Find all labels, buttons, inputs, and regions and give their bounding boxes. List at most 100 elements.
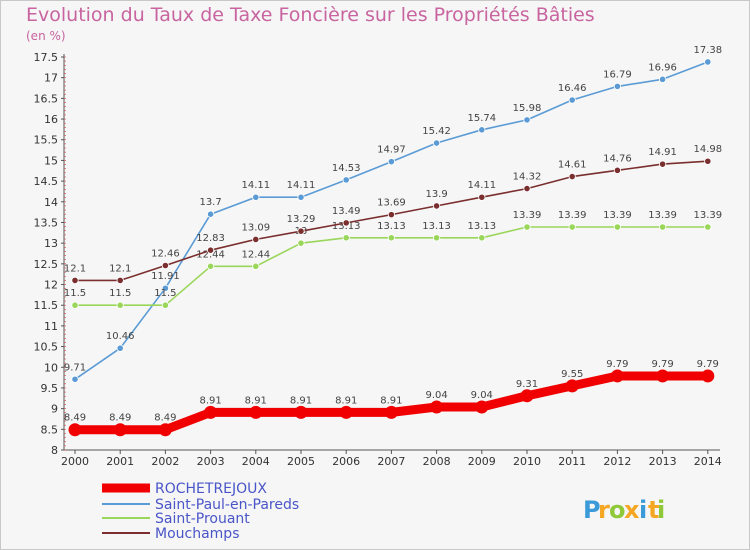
data-point	[207, 210, 215, 218]
data-label: 14.53	[332, 163, 361, 174]
data-label: 11.5	[109, 288, 131, 299]
data-point	[658, 160, 667, 168]
data-point	[252, 262, 260, 270]
data-point	[71, 375, 79, 383]
data-point	[704, 223, 712, 231]
y-tick-label: 11	[44, 320, 58, 333]
x-tick-label: 2005	[287, 455, 315, 468]
data-point	[116, 301, 124, 309]
data-label: 14.97	[377, 145, 406, 156]
data-point	[339, 405, 353, 419]
logo-letter: t	[648, 496, 659, 524]
data-point	[207, 262, 215, 270]
data-point	[249, 405, 263, 419]
data-label: 14.32	[513, 172, 542, 183]
y-tick-label: 14	[44, 196, 58, 209]
data-point	[701, 369, 715, 383]
data-label: 13.39	[693, 210, 722, 221]
y-tick-label: 15	[44, 154, 58, 167]
data-label: 13.13	[377, 221, 406, 232]
logo-letter: x	[624, 496, 640, 524]
unit-label: (en %)	[26, 29, 66, 43]
data-label: 14.11	[467, 180, 496, 191]
data-point	[610, 369, 624, 383]
data-point	[297, 193, 305, 201]
y-tick-label: 15.5	[34, 134, 59, 147]
data-label: 10.46	[106, 331, 135, 342]
data-label: 14.11	[241, 180, 270, 191]
x-tick-label: 2014	[694, 455, 722, 468]
data-label: 16.79	[603, 69, 632, 80]
chart-title: Evolution du Taux de Taxe Foncière sur l…	[26, 4, 595, 26]
legend-label: Mouchamps	[155, 526, 240, 542]
data-point	[478, 234, 486, 242]
data-label: 17.38	[693, 45, 722, 56]
data-label: 13.29	[287, 214, 316, 225]
x-tick-label: 2013	[649, 455, 677, 468]
data-point	[384, 405, 398, 419]
data-label: 14.61	[558, 160, 587, 171]
y-tick-label: 12.5	[34, 258, 59, 271]
data-label: 14.91	[648, 147, 677, 158]
legend-label: Saint-Prouant	[155, 511, 250, 527]
data-label: 9.79	[651, 359, 673, 370]
data-label: 11.5	[154, 288, 176, 299]
data-label: 14.76	[603, 153, 632, 164]
data-point	[613, 166, 622, 174]
data-point	[432, 234, 441, 242]
data-label: 12.46	[151, 248, 180, 259]
data-point	[704, 157, 712, 165]
data-label: 13.39	[603, 210, 632, 221]
data-label: 16.46	[558, 83, 587, 94]
data-point	[568, 172, 576, 181]
legend-label: Saint-Paul-en-Pareds	[155, 497, 299, 513]
data-label: 13.39	[513, 210, 542, 221]
data-point	[568, 96, 576, 104]
x-tick-label: 2002	[151, 455, 179, 468]
data-label: 9.79	[606, 359, 628, 370]
y-tick-label: 16.5	[34, 92, 59, 105]
data-point	[568, 223, 576, 231]
data-label: 13.9	[425, 189, 447, 200]
x-tick-label: 2006	[332, 455, 360, 468]
data-point	[342, 176, 350, 184]
logo-letter: i	[639, 496, 647, 524]
y-tick-label: 8.5	[41, 423, 59, 436]
data-point	[432, 202, 441, 210]
data-point	[342, 234, 350, 242]
data-label: 8.91	[199, 395, 221, 406]
logo-letter: P	[583, 496, 601, 524]
data-point	[656, 369, 670, 383]
data-label: 8.91	[335, 395, 357, 406]
data-label: 14.98	[693, 144, 722, 155]
data-point	[478, 126, 486, 134]
x-tick-label: 2004	[242, 455, 270, 468]
data-label: 13.39	[648, 210, 677, 221]
data-point	[252, 193, 260, 201]
data-point	[658, 223, 667, 231]
x-tick-label: 2012	[603, 455, 631, 468]
data-point	[613, 223, 622, 231]
data-point	[565, 379, 579, 393]
data-point	[158, 423, 172, 437]
data-label: 13.69	[377, 198, 406, 209]
data-label: 9.04	[425, 390, 447, 401]
x-tick-label: 2010	[513, 455, 541, 468]
y-tick-label: 16	[44, 113, 58, 126]
data-label: 16.96	[648, 62, 677, 73]
y-tick-label: 17	[44, 72, 58, 85]
x-tick-label: 2009	[468, 455, 496, 468]
data-point	[116, 344, 124, 352]
data-label: 8.91	[290, 395, 312, 406]
data-label: 14.11	[287, 180, 316, 191]
proxiti-logo: Pr ox i ti	[583, 496, 665, 524]
data-point	[68, 423, 82, 437]
data-label: 11.5	[64, 288, 86, 299]
data-point	[387, 234, 395, 242]
data-point	[523, 184, 531, 193]
data-point	[704, 58, 712, 66]
data-point	[161, 284, 169, 292]
data-point	[113, 423, 127, 437]
